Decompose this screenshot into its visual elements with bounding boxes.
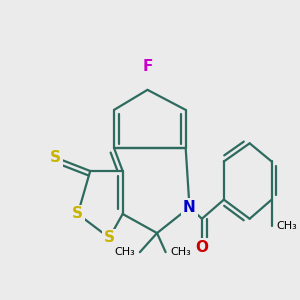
Text: S: S — [50, 150, 61, 165]
Text: O: O — [195, 240, 208, 255]
Text: S: S — [72, 206, 83, 221]
Text: CH₃: CH₃ — [276, 221, 297, 231]
Text: N: N — [183, 200, 196, 215]
Text: S: S — [104, 230, 115, 245]
Text: CH₃: CH₃ — [170, 247, 191, 257]
Text: CH₃: CH₃ — [114, 247, 135, 257]
Text: F: F — [142, 59, 153, 74]
